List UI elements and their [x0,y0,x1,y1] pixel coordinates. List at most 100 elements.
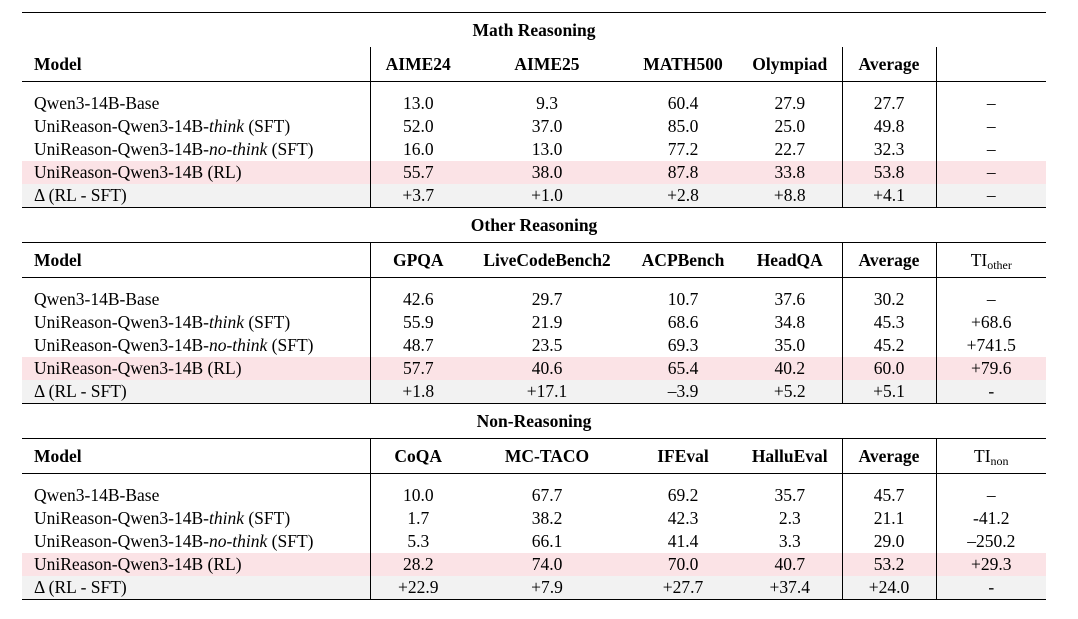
model-name: UniReason-Qwen3-14B (RL) [34,554,242,574]
column-header: AIME25 [466,47,628,82]
column-header: Average [841,242,936,278]
column-header: CoQA [369,438,466,474]
table-cell: 40.2 [738,357,842,380]
table-cell: +17.1 [466,380,628,404]
table-cell: 65.4 [628,357,738,380]
column-header-ti: TIother [935,242,1047,278]
spacer-cell [466,278,628,289]
header-row: Model AIME24 AIME25 MATH500 Olympiad Average [22,47,1047,82]
model-name: Qwen3-14B-Base [34,485,160,505]
table-cell: 29.7 [531,289,563,309]
table-cell: 67.7 [531,485,563,505]
column-header: ACPBench [628,242,738,278]
table-cell: 49.8 [841,115,936,138]
table-cell: 22.7 [774,139,806,159]
table-cell: +4.1 [841,184,936,208]
section-title-row: Other Reasoning [22,208,1046,243]
table-cell: 60.4 [667,93,699,113]
table-cell: 45.7 [841,484,936,507]
table-cell: 68.6 [667,312,699,332]
table-cell: 87.8 [628,161,738,184]
table-cell: 37.0 [531,116,563,136]
table-row: UniReason-Qwen3-14B-think (SFT) 55.9 21.9 6… [22,311,1047,334]
spacer-row [22,81,1047,93]
table-cell: 5.3 [369,530,466,553]
ti-label: TI [974,446,991,466]
table-cell: –3.9 [628,380,738,404]
table-cell: 38.2 [531,508,563,528]
table-cell: +1.0 [466,184,628,208]
header-row: Model GPQA LiveCodeBench2 ACPBench HeadQA Ave… [22,242,1047,278]
model-mode: no-think [208,139,268,159]
table-cell: 55.9 [369,311,466,334]
table-cell: +68.6 [935,311,1047,334]
table-cell: +5.1 [841,380,936,404]
spacer-cell [935,277,1047,288]
table-cell: 34.8 [774,312,806,332]
table-cell: 85.0 [667,116,699,136]
table-row: UniReason-Qwen3-14B-think (SFT) 1.7 38.2 42… [22,507,1047,530]
spacer-row [22,473,1047,484]
table-cell: 45.2 [841,334,936,357]
table-cell: -41.2 [935,507,1047,530]
model-name-cell: UniReason-Qwen3-14B (RL) [22,161,370,184]
table-cell: 28.2 [369,553,466,576]
table-cell: 69.3 [667,335,699,355]
table-row: Δ (RL - SFT) +22.9 +7.9 +27.7 +37.4 +24.0- [22,576,1047,600]
table-cell: 57.7 [369,357,466,380]
spacer-cell [738,82,842,93]
table-cell: 53.8 [841,161,936,184]
table-cell: – [935,484,1047,507]
section-title: Non-Reasoning [476,411,592,431]
spacer-row [22,277,1047,289]
column-header: IFEval [628,438,738,474]
column-header: Average [841,47,936,82]
table-cell: 42.3 [667,508,699,528]
table-cell: +24.0 [841,576,936,600]
table-cell: – [935,115,1047,138]
column-header: Model [22,438,370,474]
table-cell: 66.1 [531,531,563,551]
table-cell: – [935,184,1047,208]
column-header: AIME24 [369,47,466,82]
spacer-cell [628,278,738,289]
model-name: Δ (RL - SFT) [34,577,127,597]
column-header: GPQA [369,242,466,278]
model-name-cell: UniReason-Qwen3-14B-no-think (SFT) [22,334,370,357]
table-cell: 52.0 [369,115,466,138]
results-table: Math Reasoning Model AIME24 AIME25 MATH500 Ol… [22,12,1047,600]
model-name-cell: Qwen3-14B-Base [22,484,370,507]
column-header: MATH500 [628,47,738,82]
model-suffix: (SFT) [243,116,291,136]
spacer-cell [22,82,370,93]
section-title: Math Reasoning [22,12,1047,47]
table-cell: +79.6 [935,357,1047,380]
table-row: UniReason-Qwen3-14B-think (SFT) 52.0 37.0 8… [22,115,1047,138]
table-cell: 69.2 [667,485,699,505]
model-name: UniReason-Qwen3-14B (RL) [34,162,242,182]
table-cell: 35.7 [774,485,806,505]
table-cell: 48.7 [369,334,466,357]
column-header: HeadQA [738,242,842,278]
table-cell: 25.0 [774,116,806,136]
column-header: LiveCodeBench2 [466,242,628,278]
model-name-cell: Qwen3-14B-Base [22,92,370,115]
table-row: UniReason-Qwen3-14B (RL) 55.7 38.0 87.8 33.8… [22,161,1047,184]
spacer-cell [369,81,466,92]
spacer-cell [935,473,1047,484]
model-name-cell: UniReason-Qwen3-14B-think (SFT) [22,115,370,138]
model-name: UniReason-Qwen3-14B- [34,531,209,551]
model-name-cell: UniReason-Qwen3-14B (RL) [22,553,370,576]
model-name-cell: UniReason-Qwen3-14B (RL) [22,357,370,380]
model-mode: think [208,116,244,136]
table-cell: 30.2 [841,288,936,311]
table-cell: 10.7 [667,289,699,309]
model-name-cell: Δ (RL - SFT) [22,184,370,208]
table-row: Qwen3-14B-Base 42.6 29.7 10.7 37.6 30.2– [22,288,1047,311]
table-cell: +27.7 [628,576,738,600]
model-name: UniReason-Qwen3-14B (RL) [34,358,242,378]
table-cell: 53.2 [841,553,936,576]
table-cell: – [935,161,1047,184]
column-header: Model [22,242,370,278]
table-cell: +3.7 [369,184,466,208]
